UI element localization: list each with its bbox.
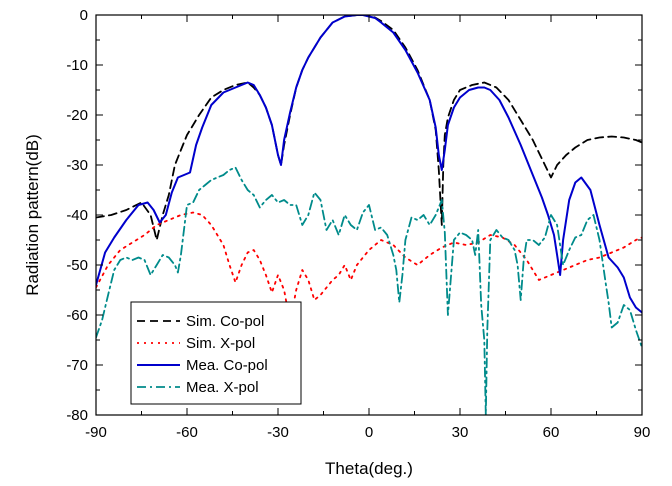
- legend-label-2: Sim. X-pol: [186, 335, 255, 352]
- x-tick-label: 90: [634, 424, 651, 441]
- y-tick-label: -50: [66, 257, 88, 274]
- series-line-3: [96, 15, 642, 314]
- y-tick-label: -10: [66, 57, 88, 74]
- y-tick-label: -40: [66, 207, 88, 224]
- y-tick-label: -70: [66, 357, 88, 374]
- x-tick-label: -60: [176, 424, 198, 441]
- x-axis-title: Theta(deg.): [325, 459, 413, 478]
- series-line-2: [96, 211, 642, 324]
- y-axis-title: Radiation pattern(dB): [23, 134, 42, 296]
- y-tick-label: 0: [80, 7, 88, 24]
- x-tick-label: 0: [365, 424, 373, 441]
- legend-label-4: Mea. X-pol: [186, 379, 259, 396]
- x-tick-label: 60: [543, 424, 560, 441]
- series-line-4: [96, 166, 642, 415]
- y-tick-label: -80: [66, 407, 88, 424]
- x-tick-label: -90: [85, 424, 107, 441]
- y-tick-label: -60: [66, 307, 88, 324]
- legend-label-1: Sim. Co-pol: [186, 313, 264, 330]
- series-layer: [96, 15, 642, 415]
- y-tick-label: -30: [66, 157, 88, 174]
- x-tick-label: -30: [267, 424, 289, 441]
- legend: Sim. Co-pol Sim. X-pol Mea. Co-pol Mea. X-p…: [130, 301, 302, 405]
- legend-label-3: Mea. Co-pol: [186, 357, 268, 374]
- tick-layer: -90 -60 -30 0 30 60 90 0 -10 -20 -30 -40 -50 -60 -70 -8…: [66, 7, 650, 441]
- x-tick-label: 30: [452, 424, 469, 441]
- y-tick-label: -20: [66, 107, 88, 124]
